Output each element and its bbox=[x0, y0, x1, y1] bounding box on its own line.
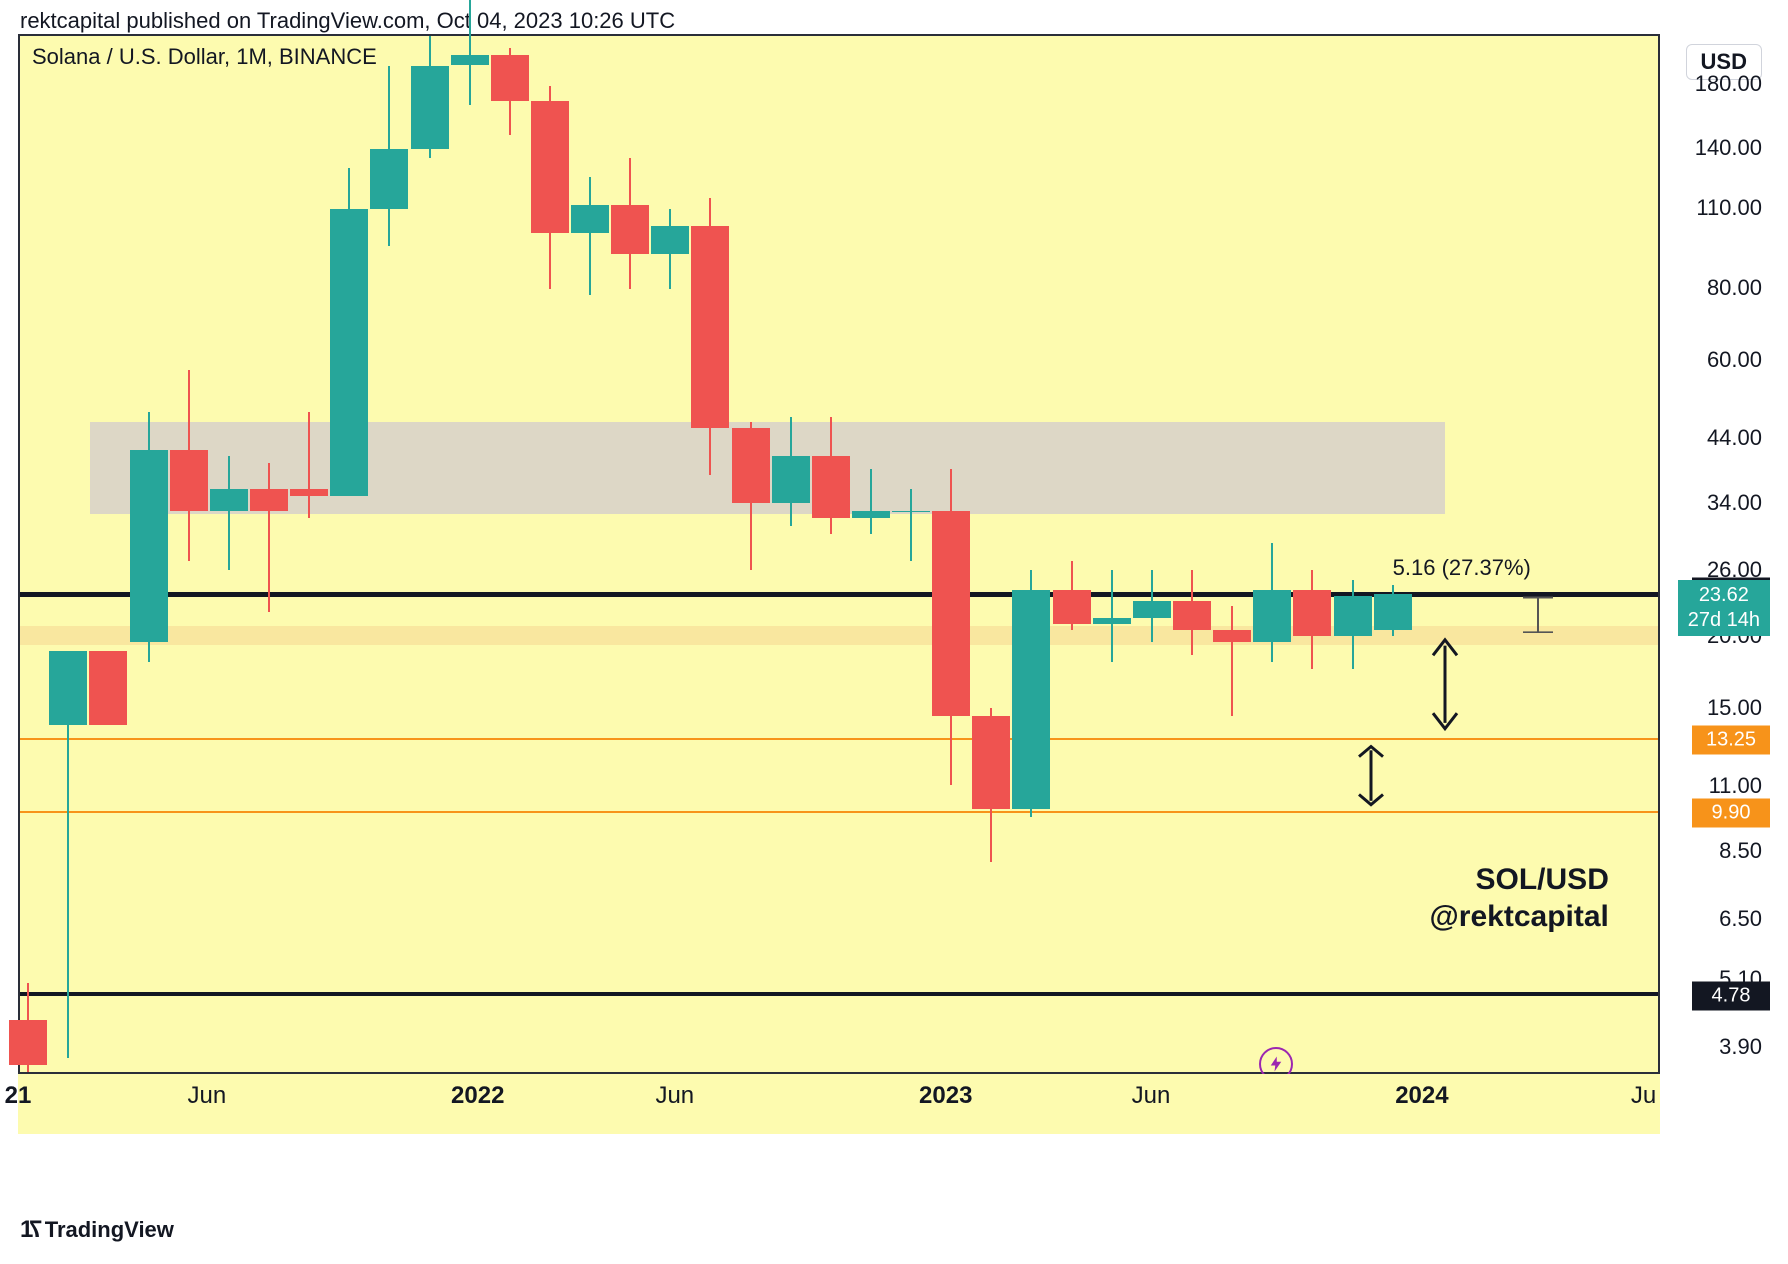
candle-wick bbox=[228, 456, 230, 570]
candle-body bbox=[892, 511, 930, 513]
candle-body bbox=[411, 66, 449, 149]
candle-body bbox=[1293, 590, 1331, 636]
candle-body bbox=[370, 149, 408, 209]
candle-wick bbox=[308, 412, 310, 519]
candle-body bbox=[932, 511, 970, 717]
candle-body bbox=[49, 651, 87, 725]
time-tick: Jun bbox=[187, 1082, 226, 1110]
horizontal-line bbox=[20, 992, 1658, 996]
brand-text: TradingView bbox=[45, 1217, 174, 1243]
candle-body bbox=[1334, 596, 1372, 636]
candle-body bbox=[290, 489, 328, 496]
candle-wick bbox=[870, 469, 872, 535]
price-tag: 9.90 bbox=[1692, 798, 1770, 827]
price-tick: 60.00 bbox=[1707, 347, 1762, 373]
arrow-annotation bbox=[1518, 596, 1558, 634]
candle-body bbox=[491, 55, 529, 101]
candle-body bbox=[1053, 590, 1091, 623]
chart-plot-area[interactable]: Solana / U.S. Dollar, 1M, BINANCE 5.16 (… bbox=[18, 34, 1660, 1074]
candle-body bbox=[772, 456, 810, 503]
support-band bbox=[20, 626, 1658, 645]
candle-body bbox=[571, 205, 609, 233]
candle-body bbox=[1173, 601, 1211, 630]
candle-body bbox=[330, 209, 368, 495]
candle-wick bbox=[910, 489, 912, 561]
price-tick: 44.00 bbox=[1707, 425, 1762, 451]
horizontal-line bbox=[20, 592, 1658, 597]
time-tick: 2022 bbox=[451, 1082, 504, 1110]
chart-container: Solana / U.S. Dollar, 1M, BINANCE 5.16 (… bbox=[18, 34, 1770, 1134]
price-tick: 15.00 bbox=[1707, 695, 1762, 721]
arrow-annotation bbox=[1425, 636, 1465, 732]
tradingview-logo: 17 bbox=[20, 1216, 43, 1244]
change-label: 5.16 (27.37%) bbox=[1393, 555, 1531, 581]
candle-body bbox=[1213, 630, 1251, 643]
candle-body bbox=[611, 205, 649, 254]
candle-body bbox=[691, 226, 729, 428]
candle-body bbox=[130, 450, 168, 642]
candle-body bbox=[651, 226, 689, 254]
footer-brand: 17 TradingView bbox=[20, 1216, 174, 1244]
price-tag: 13.25 bbox=[1692, 725, 1770, 754]
candle-body bbox=[972, 716, 1010, 809]
published-text: published on TradingView.com, Oct 04, 20… bbox=[126, 8, 675, 33]
time-tick: Jun bbox=[655, 1082, 694, 1110]
time-tick: 2024 bbox=[1395, 1082, 1448, 1110]
price-tag: 4.78 bbox=[1692, 981, 1770, 1010]
price-axis[interactable]: USD 3.905.106.508.5011.0015.0020.0026.00… bbox=[1660, 34, 1770, 1074]
candle-wick bbox=[1111, 570, 1113, 662]
candle-body bbox=[852, 511, 890, 519]
candle-wick bbox=[1231, 606, 1233, 716]
horizontal-line bbox=[20, 738, 1658, 740]
time-tick: Jun bbox=[1132, 1082, 1171, 1110]
candle-body bbox=[1253, 590, 1291, 642]
candle-body bbox=[210, 489, 248, 511]
candle-body bbox=[812, 456, 850, 518]
candle-body bbox=[1012, 590, 1050, 809]
time-tick: Ju bbox=[1631, 1082, 1656, 1110]
candle-body bbox=[1133, 601, 1171, 618]
price-tick: 11.00 bbox=[1709, 773, 1762, 799]
candle-body bbox=[451, 55, 489, 65]
candle-wick bbox=[268, 463, 270, 613]
publisher: rektcapital bbox=[20, 8, 120, 33]
price-tick: 6.50 bbox=[1719, 906, 1762, 932]
price-tick: 3.90 bbox=[1719, 1034, 1762, 1060]
candle-body bbox=[89, 651, 127, 725]
price-tick: 180.00 bbox=[1695, 71, 1762, 97]
candle-body bbox=[250, 489, 288, 511]
candle-wick bbox=[469, 0, 471, 105]
candle-body bbox=[1093, 618, 1131, 624]
price-tick: 34.00 bbox=[1707, 490, 1762, 516]
time-tick: 2023 bbox=[919, 1082, 972, 1110]
candle-body bbox=[170, 450, 208, 510]
symbol-label: Solana / U.S. Dollar, 1M, BINANCE bbox=[32, 44, 377, 70]
candle-body bbox=[531, 101, 569, 234]
candle-body bbox=[1374, 594, 1412, 629]
time-axis[interactable]: 21Jun2022Jun2023Jun2024Ju bbox=[18, 1074, 1660, 1134]
price-tick: 8.50 bbox=[1719, 838, 1762, 864]
candle-body bbox=[9, 1020, 47, 1064]
price-tag: 23.6227d 14h bbox=[1678, 580, 1770, 636]
candle-wick bbox=[589, 177, 591, 295]
price-tick: 140.00 bbox=[1695, 135, 1762, 161]
candle-body bbox=[732, 428, 770, 504]
horizontal-line bbox=[20, 811, 1658, 813]
time-tick: 21 bbox=[5, 1082, 32, 1110]
price-tick: 110.00 bbox=[1696, 195, 1762, 221]
price-tick: 80.00 bbox=[1707, 275, 1762, 301]
arrow-annotation bbox=[1351, 744, 1391, 807]
watermark: SOL/USD@rektcapital bbox=[1430, 861, 1609, 936]
